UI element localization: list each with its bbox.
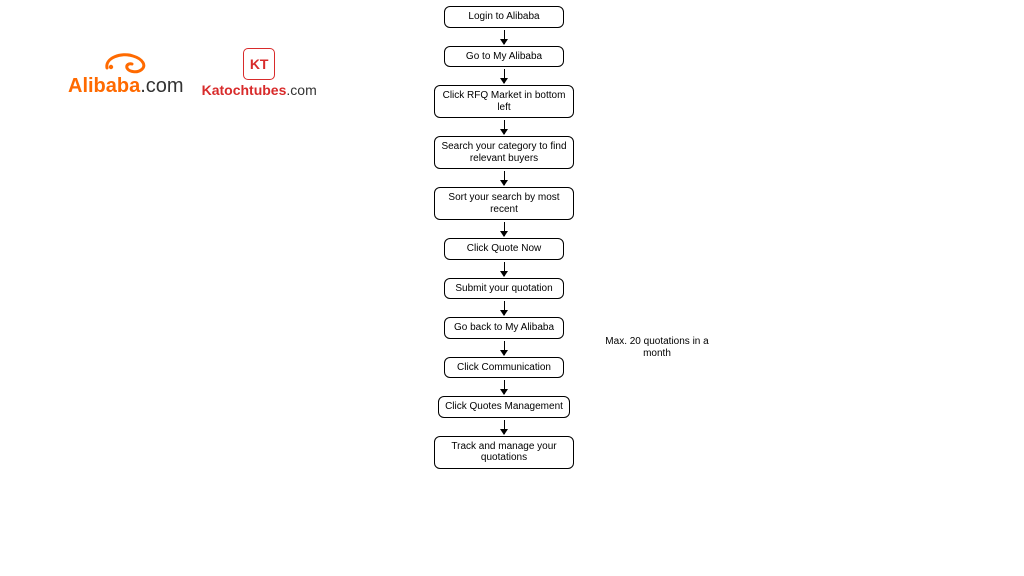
katochtubes-brand-text: Katochtubes [202,82,287,98]
flow-node: Submit your quotation [444,278,564,300]
flow-arrow-icon [504,301,505,315]
flow-node: Login to Alibaba [444,6,564,28]
alibaba-logo: Alibaba.com [68,50,184,96]
katochtubes-suffix-text: .com [286,82,316,98]
flow-arrow-icon [504,120,505,134]
flow-node: Click Communication [444,357,564,379]
flow-arrow-icon [504,69,505,83]
flow-arrow-icon [504,420,505,434]
flow-node: Search your category to find relevant bu… [434,136,574,169]
alibaba-suffix-text: .com [140,75,183,97]
flow-arrow-icon [504,262,505,276]
flowchart: Login to Alibaba Go to My Alibaba Click RF… [430,6,578,469]
flow-annotation: Max. 20 quotations in a month [592,336,722,360]
flow-arrow-icon [504,380,505,394]
flow-arrow-icon [504,341,505,355]
flow-node: Go to My Alibaba [444,46,564,68]
flow-node: Track and manage your quotations [434,436,574,469]
flow-arrow-icon [504,222,505,236]
flow-arrow-icon [504,30,505,44]
alibaba-wordmark: Alibaba.com [68,76,184,96]
flow-node: Sort your search by most recent [434,187,574,220]
flow-node: Click RFQ Market in bottom left [434,85,574,118]
logo-row: Alibaba.com KT Katochtubes.com [68,48,317,97]
alibaba-brand-text: Alibaba [68,75,140,97]
flow-arrow-icon [504,171,505,185]
flow-node: Go back to My Alibaba [444,317,564,339]
flow-node: Click Quote Now [444,238,564,260]
kt-box-icon: KT [243,48,275,80]
alibaba-mark-icon [103,50,149,76]
katochtubes-logo: KT Katochtubes.com [202,48,317,97]
katochtubes-wordmark: Katochtubes.com [202,83,317,97]
flow-node: Click Quotes Management [438,396,570,418]
